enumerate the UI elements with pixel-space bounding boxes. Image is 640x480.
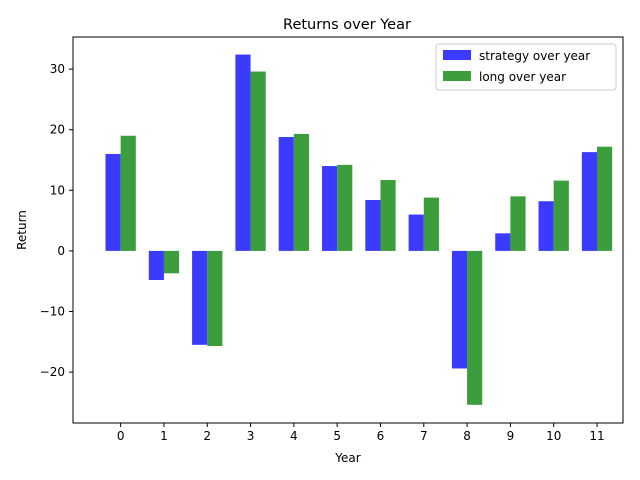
legend: strategy over year long over year bbox=[435, 43, 617, 91]
bar-long-6 bbox=[380, 180, 396, 251]
bars-layer bbox=[105, 54, 613, 405]
y-axis-ticks: −20 −10 0 10 20 30 bbox=[40, 62, 73, 379]
x-tick-label: 11 bbox=[589, 429, 604, 443]
x-tick-label: 6 bbox=[377, 429, 385, 443]
x-tick-label: 7 bbox=[420, 429, 428, 443]
chart-title: Returns over Year bbox=[283, 17, 411, 33]
x-tick-label: 1 bbox=[160, 429, 168, 443]
bar-long-2 bbox=[207, 250, 223, 347]
bar-strategy-0 bbox=[105, 153, 121, 251]
x-tick-label: 10 bbox=[546, 429, 561, 443]
y-tick-label: −20 bbox=[40, 365, 65, 379]
bar-long-11 bbox=[597, 146, 613, 251]
x-tick-label: 0 bbox=[117, 429, 125, 443]
bar-strategy-7 bbox=[408, 214, 424, 251]
legend-swatch-long bbox=[443, 71, 471, 81]
x-tick-label: 5 bbox=[333, 429, 341, 443]
bar-long-3 bbox=[250, 71, 266, 251]
x-tick-label: 2 bbox=[203, 429, 211, 443]
y-tick-label: 30 bbox=[50, 62, 65, 76]
y-axis-label: Return bbox=[15, 210, 29, 250]
bar-long-0 bbox=[120, 135, 136, 251]
bar-strategy-2 bbox=[192, 250, 208, 345]
x-axis-ticks: 0 1 2 3 4 5 6 7 8 9 10 11 bbox=[117, 423, 605, 443]
legend-box bbox=[435, 43, 617, 91]
y-tick-label: −10 bbox=[40, 305, 65, 319]
legend-label-strategy: strategy over year bbox=[479, 49, 590, 63]
plot-frame bbox=[72, 36, 624, 424]
x-tick-label: 3 bbox=[247, 429, 255, 443]
x-tick-label: 9 bbox=[507, 429, 515, 443]
x-axis-label: Year bbox=[334, 451, 360, 465]
bar-long-7 bbox=[423, 197, 439, 251]
legend-label-long: long over year bbox=[479, 70, 566, 84]
bar-long-9 bbox=[510, 196, 526, 251]
bar-strategy-4 bbox=[278, 136, 294, 251]
bar-strategy-3 bbox=[235, 54, 251, 251]
bar-strategy-1 bbox=[148, 250, 164, 280]
bar-long-8 bbox=[467, 250, 483, 405]
bar-strategy-10 bbox=[538, 201, 554, 251]
x-tick-label: 8 bbox=[463, 429, 471, 443]
legend-swatch-strategy bbox=[443, 50, 471, 60]
bar-strategy-8 bbox=[451, 250, 468, 369]
bar-long-4 bbox=[293, 133, 310, 251]
bar-strategy-6 bbox=[365, 200, 381, 251]
y-tick-label: 10 bbox=[50, 183, 65, 197]
bar-long-10 bbox=[553, 180, 569, 251]
x-tick-label: 4 bbox=[290, 429, 298, 443]
bar-strategy-9 bbox=[495, 233, 511, 251]
bar-long-5 bbox=[337, 164, 353, 251]
bar-strategy-5 bbox=[322, 166, 338, 251]
y-tick-label: 20 bbox=[50, 123, 65, 137]
bar-long-1 bbox=[163, 250, 180, 274]
y-tick-label: 0 bbox=[57, 244, 65, 258]
bar-strategy-11 bbox=[581, 152, 598, 251]
